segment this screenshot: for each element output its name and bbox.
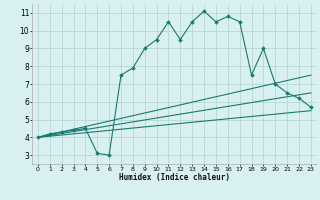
X-axis label: Humidex (Indice chaleur): Humidex (Indice chaleur): [119, 173, 230, 182]
